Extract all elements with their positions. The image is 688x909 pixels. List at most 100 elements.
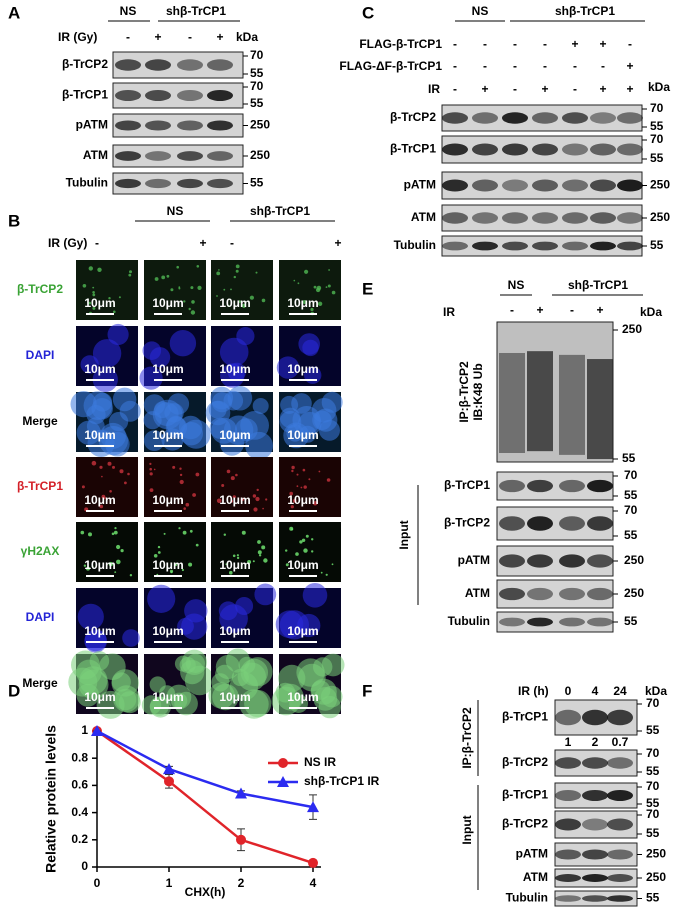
band [607,818,633,831]
row-label: β-TrCP2 [502,755,548,769]
row-label: ATM [411,210,436,224]
signal [127,472,130,476]
micrograph [279,457,341,517]
signal [328,269,330,271]
condition-sign: + [571,37,578,51]
signal [170,288,174,292]
signal [257,540,261,544]
point [235,787,247,799]
signal [88,266,94,271]
band [617,241,643,251]
condition-sign: - [573,59,577,73]
band [607,709,633,726]
signal [92,339,122,368]
signal [230,476,235,481]
band [207,59,233,71]
signal [305,534,309,538]
panel-label: A [8,3,20,22]
signal [89,651,110,671]
marker-label: 70 [650,101,664,115]
band [207,120,233,131]
signal [216,498,222,504]
smear [559,354,585,455]
signal [128,273,132,277]
ip-label: IP:β-TrCP2 [457,361,471,423]
signal [147,584,176,614]
band [562,179,588,192]
row-label: γH2AX [21,544,60,558]
signal [241,530,246,535]
scale-bar-label: 10μm [152,624,183,638]
band [442,212,468,224]
condition-label: IR [428,82,440,96]
marker-label: 70 [646,779,660,793]
signal [290,505,294,509]
band [582,709,608,726]
group-label: shβ-TrCP1 [555,4,615,18]
signal [149,467,152,471]
band [559,479,585,493]
input-label: Input [397,520,411,549]
signal [325,573,328,576]
scale-bar-label: 10μm [219,690,250,704]
marker-label: 250 [650,178,670,192]
signal [243,657,273,687]
signal [261,298,266,303]
signal [229,570,233,575]
band [145,151,171,161]
ir-sign: + [536,303,543,317]
scale-bar-label: 10μm [84,558,115,572]
quant-label: 2 [592,735,599,749]
band [207,90,233,101]
signal [174,563,178,566]
scale-bar-label: 10μm [287,558,318,572]
y-axis-label: Relative protein levels [43,725,59,873]
signal [300,486,303,489]
band [527,617,553,627]
x-tick-label: 2 [238,876,245,890]
signal [170,571,173,574]
signal [320,571,323,574]
band [532,112,558,124]
scale-bar-label: 10μm [287,296,318,310]
signal [291,465,295,470]
signal [108,561,114,567]
signal [86,417,105,435]
condition-sign: - [573,82,577,96]
signal [254,583,277,606]
signal [172,465,176,469]
marker-label: 55 [622,451,636,465]
signal [80,355,99,374]
signal [92,306,96,310]
marker-label: 55 [250,176,264,190]
signal [179,473,183,477]
signal [116,544,121,550]
signal [77,603,104,630]
marker-label: 250 [646,870,666,884]
point [91,725,103,736]
signal [331,290,336,295]
panel-label: E [362,279,373,298]
marker-label: 55 [650,151,664,165]
condition-sign: - [513,37,517,51]
kda-label: kDa [645,684,667,698]
condition-sign: - [453,59,457,73]
smear [587,359,613,460]
band [502,143,528,156]
band [555,818,581,831]
signal [225,563,227,565]
band [502,212,528,224]
signal [182,530,187,535]
scale-bar-label: 10μm [287,493,318,507]
signal [227,304,230,307]
scale-bar-label: 10μm [152,493,183,507]
band [559,617,585,627]
condition-sign: - [483,59,487,73]
ir-time: 4 [592,684,599,698]
band [607,895,633,902]
signal [119,469,124,474]
signal [195,543,199,547]
band [555,709,581,726]
legend-marker [277,776,289,787]
condition-sign: - [601,59,605,73]
